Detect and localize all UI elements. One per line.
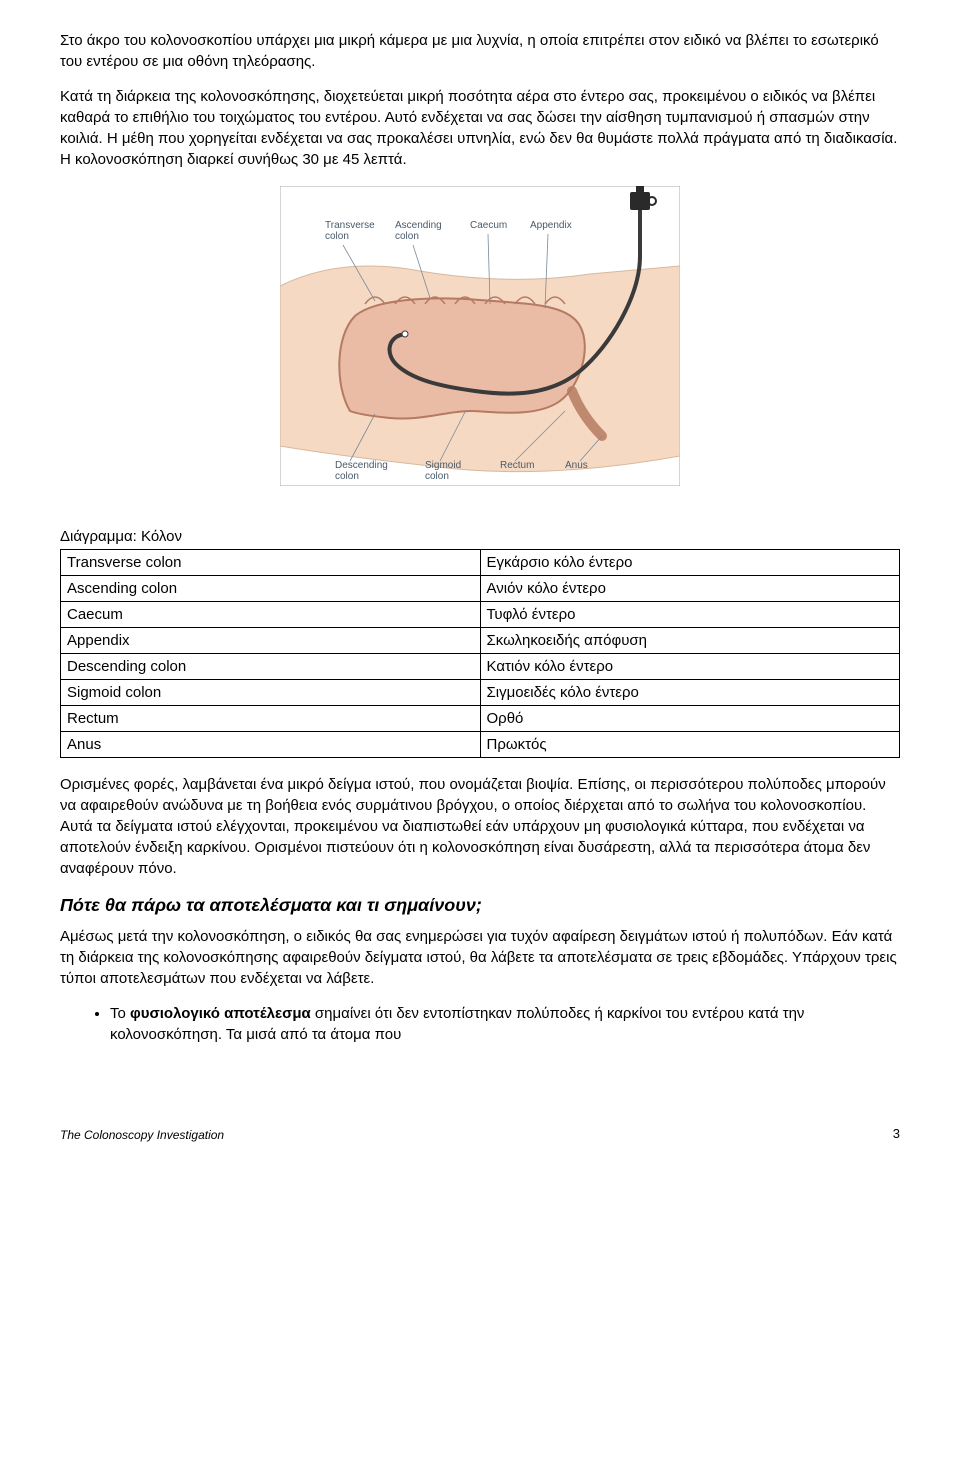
svg-text:Anus: Anus — [565, 460, 588, 471]
table-row: Ascending colonΑνιόν κόλο έντερο — [61, 576, 900, 602]
paragraph-biopsy: Ορισμένες φορές, λαμβάνεται ένα μικρό δε… — [60, 774, 900, 879]
bullet-normal-result: Το φυσιολογικό αποτέλεσμα σημαίνει ότι δ… — [110, 1003, 900, 1045]
section-heading-results: Πότε θα πάρω τα αποτελέσματα και τι σημα… — [60, 893, 900, 918]
table-cell: Ascending colon — [61, 576, 481, 602]
svg-text:Sigmoid: Sigmoid — [425, 460, 461, 471]
svg-text:colon: colon — [425, 471, 449, 482]
svg-text:Transverse: Transverse — [325, 220, 375, 231]
table-cell: Τυφλό έντερο — [480, 602, 900, 628]
table-cell: Caecum — [61, 602, 481, 628]
table-cell: Transverse colon — [61, 550, 481, 576]
svg-text:Ascending: Ascending — [395, 220, 442, 231]
table-cell: Appendix — [61, 628, 481, 654]
terminology-table: Transverse colonΕγκάρσιο κόλο έντεροAsce… — [60, 549, 900, 758]
results-bullet-list: Το φυσιολογικό αποτέλεσμα σημαίνει ότι δ… — [60, 1003, 900, 1045]
svg-text:Descending: Descending — [335, 460, 388, 471]
svg-text:Appendix: Appendix — [530, 220, 572, 231]
colon-diagram: TransversecolonAscendingcolonCaecumAppen… — [60, 186, 900, 486]
table-cell: Πρωκτός — [480, 732, 900, 758]
paragraph-intro-1: Στο άκρο του κολονοσκοπίου υπάρχει μια μ… — [60, 30, 900, 72]
table-cell: Κατιόν κόλο έντερο — [480, 654, 900, 680]
diagram-table-title: Διάγραμμα: Κόλον — [60, 526, 900, 547]
bullet-bold: φυσιολογικό αποτέλεσμα — [130, 1005, 311, 1022]
table-cell: Σιγμοειδές κόλο έντερο — [480, 680, 900, 706]
paragraph-results: Αμέσως μετά την κολονοσκόπηση, ο ειδικός… — [60, 926, 900, 989]
table-row: Transverse colonΕγκάρσιο κόλο έντερο — [61, 550, 900, 576]
table-cell: Ορθό — [480, 706, 900, 732]
page-footer: The Colonoscopy Investigation 3 — [60, 1125, 900, 1143]
table-cell: Ανιόν κόλο έντερο — [480, 576, 900, 602]
svg-text:colon: colon — [395, 231, 419, 242]
bullet-prefix: Το — [110, 1005, 130, 1022]
table-row: CaecumΤυφλό έντερο — [61, 602, 900, 628]
table-row: Sigmoid colonΣιγμοειδές κόλο έντερο — [61, 680, 900, 706]
table-cell: Anus — [61, 732, 481, 758]
table-row: AppendixΣκωληκοειδής απόφυση — [61, 628, 900, 654]
table-cell: Descending colon — [61, 654, 481, 680]
footer-doc-title: The Colonoscopy Investigation — [60, 1127, 224, 1144]
footer-page-number: 3 — [893, 1125, 900, 1143]
table-row: RectumΟρθό — [61, 706, 900, 732]
table-row: Descending colonΚατιόν κόλο έντερο — [61, 654, 900, 680]
svg-text:Caecum: Caecum — [470, 220, 507, 231]
paragraph-intro-2: Κατά τη διάρκεια της κολονοσκόπησης, διο… — [60, 86, 900, 170]
svg-text:colon: colon — [335, 471, 359, 482]
svg-text:colon: colon — [325, 231, 349, 242]
table-cell: Rectum — [61, 706, 481, 732]
table-cell: Εγκάρσιο κόλο έντερο — [480, 550, 900, 576]
table-cell: Sigmoid colon — [61, 680, 481, 706]
table-row: AnusΠρωκτός — [61, 732, 900, 758]
table-cell: Σκωληκοειδής απόφυση — [480, 628, 900, 654]
svg-text:Rectum: Rectum — [500, 460, 534, 471]
